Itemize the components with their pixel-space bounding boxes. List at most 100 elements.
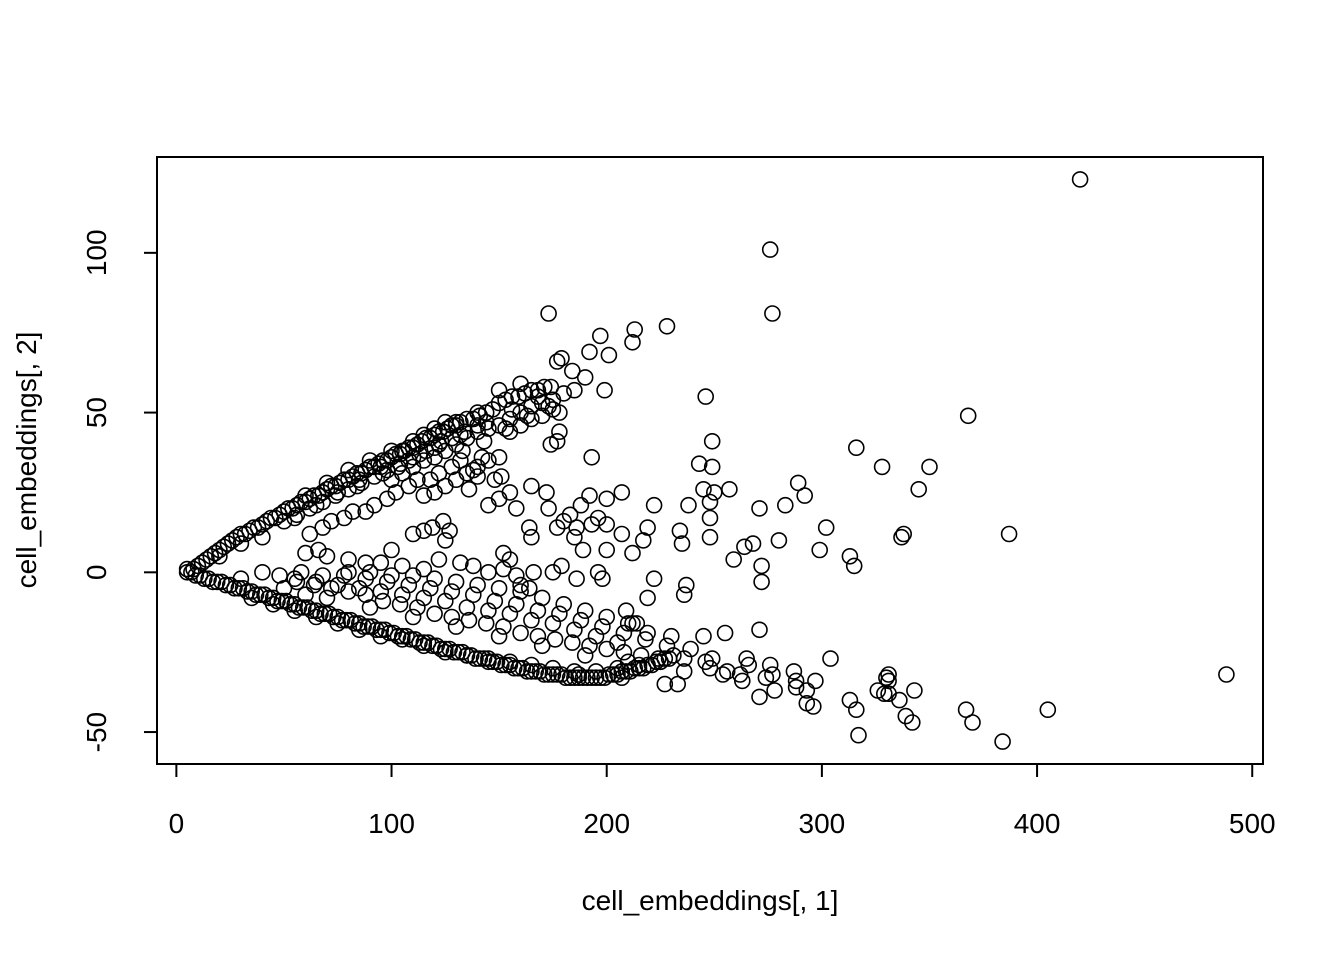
data-point	[906, 682, 923, 699]
data-point	[232, 535, 250, 552]
data-point	[731, 666, 749, 683]
data-point	[501, 484, 519, 501]
data-point	[307, 608, 325, 626]
data-point	[574, 669, 592, 687]
data-point	[594, 570, 611, 588]
data-point	[490, 579, 508, 597]
data-point	[535, 666, 553, 683]
data-point	[568, 519, 585, 536]
data-point	[656, 650, 674, 667]
data-point	[374, 452, 392, 469]
data-point	[230, 579, 248, 597]
data-point	[518, 407, 536, 425]
data-point	[701, 659, 719, 677]
data-point	[757, 669, 775, 687]
data-point	[845, 557, 863, 575]
data-point	[512, 576, 529, 594]
data-point	[512, 583, 529, 600]
data-point	[544, 659, 562, 677]
x-tick-label: 0	[169, 808, 185, 839]
data-point	[637, 631, 654, 648]
data-point	[544, 563, 562, 581]
data-point	[751, 621, 768, 639]
data-point	[340, 461, 357, 479]
data-point	[329, 608, 347, 626]
data-point	[452, 452, 469, 469]
x-tick-label: 100	[368, 808, 415, 839]
data-point	[469, 576, 486, 594]
data-point	[217, 576, 235, 594]
data-point	[447, 573, 465, 591]
data-point	[576, 369, 594, 386]
data-point	[342, 611, 360, 629]
data-point	[243, 589, 260, 607]
data-point	[297, 544, 314, 562]
data-point	[488, 653, 506, 671]
data-point	[275, 512, 293, 530]
data-point	[232, 570, 250, 588]
data-point	[847, 439, 865, 457]
data-point	[555, 595, 573, 613]
y-tick-label: 100	[81, 229, 112, 276]
data-point	[383, 442, 400, 460]
data-point	[639, 624, 656, 642]
data-point	[355, 618, 372, 635]
data-point	[357, 503, 375, 520]
data-point	[389, 458, 407, 476]
y-tick-label: 50	[81, 397, 112, 428]
data-point	[301, 525, 319, 543]
data-point	[200, 570, 217, 588]
data-point	[680, 496, 697, 514]
data-point	[314, 519, 332, 536]
data-point	[424, 637, 441, 655]
data-point	[316, 605, 334, 623]
data-point	[211, 547, 228, 565]
data-point	[344, 503, 362, 520]
data-point	[187, 567, 204, 584]
data-point	[385, 624, 403, 642]
data-point	[277, 592, 295, 610]
data-point	[273, 592, 291, 610]
data-point	[258, 512, 276, 530]
data-point	[189, 557, 207, 575]
data-point	[594, 618, 611, 635]
data-point	[211, 541, 228, 559]
data-point	[613, 484, 631, 501]
data-point	[318, 547, 336, 565]
data-point	[484, 653, 502, 671]
data-point	[348, 464, 366, 482]
data-point	[822, 650, 839, 667]
data-point	[445, 643, 463, 661]
data-point	[320, 605, 338, 623]
data-point	[348, 477, 366, 495]
data-point	[340, 563, 357, 581]
data-point	[964, 714, 981, 731]
data-point	[624, 333, 641, 351]
data-point	[245, 519, 263, 536]
data-point	[910, 480, 928, 498]
data-point	[895, 525, 913, 543]
data-point	[770, 532, 788, 549]
y-axis-label: cell_embeddings[, 2]	[11, 332, 42, 589]
data-point	[318, 474, 336, 492]
data-point	[178, 560, 196, 578]
data-point	[609, 666, 626, 683]
data-point	[671, 522, 689, 540]
data-point	[817, 519, 835, 536]
data-point	[473, 448, 491, 466]
data-point	[363, 618, 381, 635]
data-point	[492, 468, 510, 485]
data-point	[523, 410, 540, 428]
data-point	[381, 624, 398, 642]
data-point	[557, 669, 575, 687]
data-point	[432, 432, 450, 450]
x-tick-label: 300	[799, 808, 846, 839]
data-point	[596, 381, 613, 399]
data-point	[458, 599, 476, 616]
data-point	[1218, 666, 1235, 683]
y-axis: -50 0 50 100	[81, 229, 158, 752]
data-point	[624, 615, 641, 632]
data-point	[507, 500, 525, 517]
data-point	[254, 528, 271, 546]
data-point	[1039, 701, 1057, 719]
